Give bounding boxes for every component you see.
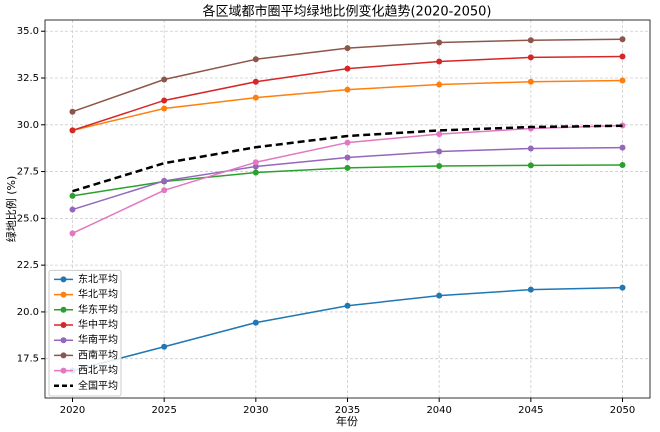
point (161, 105, 168, 112)
point (619, 122, 626, 129)
x-tick-label: 2040 (426, 405, 451, 416)
y-tick-label: 35.0 (17, 26, 39, 37)
point (344, 164, 351, 171)
legend-marker (60, 276, 67, 283)
point (252, 169, 259, 176)
point (619, 36, 626, 43)
point (161, 76, 168, 83)
legend-marker (60, 306, 67, 313)
point (344, 45, 351, 52)
point (252, 163, 259, 170)
point (619, 77, 626, 84)
y-tick-label: 27.5 (17, 167, 39, 178)
plot-frame (44, 19, 651, 399)
legend-label: 全国平均 (78, 379, 118, 392)
legend-label: 西北平均 (78, 365, 118, 377)
point (436, 131, 443, 138)
y-axis-label: 绿地比例 (%) (4, 176, 18, 243)
point (161, 187, 168, 194)
y-tick-label: 32.5 (17, 73, 39, 84)
x-tick-label: 2030 (243, 405, 268, 416)
point (619, 162, 626, 169)
x-tick-label: 2045 (518, 405, 543, 416)
y-tick-label: 22.5 (17, 260, 39, 271)
y-tick-label: 20.0 (17, 307, 39, 318)
point (436, 148, 443, 155)
legend-marker (60, 337, 67, 344)
point (344, 302, 351, 309)
legend-label: 华东平均 (78, 303, 118, 316)
point (252, 78, 259, 85)
legend-label: 东北平均 (78, 272, 118, 285)
y-tick-label: 25.0 (17, 213, 39, 224)
legend-marker (60, 352, 67, 359)
point (161, 177, 168, 184)
point (619, 53, 626, 60)
point (252, 56, 259, 63)
point (69, 192, 76, 199)
point (527, 286, 534, 293)
point (436, 39, 443, 46)
legend-marker (60, 367, 67, 374)
legend-label: 华北平均 (78, 288, 118, 301)
chart-title: 各区域都市圈平均绿地比例变化趋势(2020-2050) (202, 4, 491, 20)
x-axis-label: 年份 (336, 414, 358, 428)
point (69, 230, 76, 237)
point (69, 127, 76, 134)
point (436, 81, 443, 88)
point (527, 78, 534, 85)
point (344, 65, 351, 72)
point (344, 86, 351, 93)
legend-label: 华中平均 (78, 318, 118, 331)
point (344, 154, 351, 161)
point (619, 284, 626, 291)
point (527, 145, 534, 152)
point (161, 97, 168, 104)
legend-label: 华南平均 (78, 333, 118, 346)
point (527, 54, 534, 61)
point (252, 319, 259, 326)
point (436, 292, 443, 299)
x-tick-label: 2020 (60, 405, 85, 416)
legend-marker (60, 322, 67, 328)
y-tick-label: 30.0 (17, 120, 39, 131)
point (252, 94, 259, 101)
point (161, 343, 168, 350)
series-line (72, 124, 623, 193)
legend-label: 西南平均 (78, 348, 118, 361)
point (69, 206, 76, 213)
point (619, 144, 626, 151)
x-tick-label: 2025 (151, 405, 176, 416)
point (527, 162, 534, 169)
point (527, 37, 534, 44)
y-tick-label: 17.5 (17, 354, 39, 365)
point (69, 108, 76, 115)
point (436, 162, 443, 169)
point (252, 159, 259, 166)
x-tick-label: 2035 (335, 405, 360, 416)
legend-marker (60, 291, 67, 298)
point (436, 58, 443, 65)
legend-box (48, 269, 122, 397)
x-tick-label: 2050 (610, 405, 635, 416)
point (344, 139, 351, 146)
